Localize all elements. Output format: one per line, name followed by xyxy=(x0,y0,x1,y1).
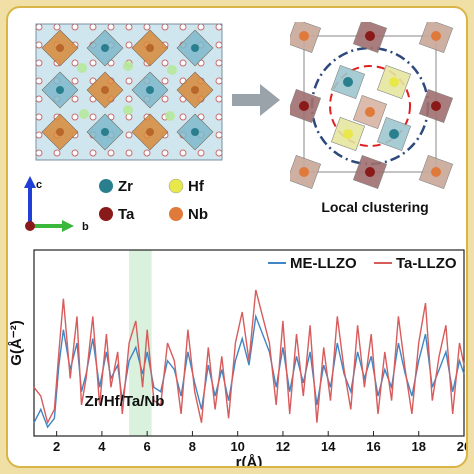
b-axis-arrowhead xyxy=(62,220,74,232)
cluster-atom xyxy=(365,107,375,117)
cluster-atom xyxy=(365,167,375,177)
metal-atom xyxy=(101,128,109,136)
c-axis-label: c xyxy=(36,179,42,191)
octahedra-group xyxy=(41,29,214,151)
y-axis-label: G(Å⁻²) xyxy=(8,320,25,365)
cluster-atom xyxy=(299,167,309,177)
b-axis-label: b xyxy=(82,221,89,233)
element-legend: Zr Hf Ta Nb xyxy=(99,178,208,223)
cluster-atom xyxy=(389,77,399,87)
x-tick-label: 14 xyxy=(321,439,336,454)
metal-atom xyxy=(191,44,199,52)
axis-origin xyxy=(25,221,35,231)
x-tick-label: 2 xyxy=(53,439,60,454)
cluster-atoms-group xyxy=(290,22,454,190)
lithium-site xyxy=(77,63,87,73)
cluster-atom xyxy=(343,77,353,87)
local-clustering-panel xyxy=(290,22,454,190)
x-tick-label: 16 xyxy=(366,439,380,454)
cluster-caption: Local clustering xyxy=(321,199,428,215)
metal-atom xyxy=(56,86,64,94)
cluster-atom xyxy=(431,167,441,177)
cluster-atom xyxy=(299,101,309,111)
lithium-site xyxy=(79,109,89,119)
metal-atom xyxy=(191,86,199,94)
legend-swatch-hf xyxy=(168,178,184,194)
legend-label-zr: Zr xyxy=(118,178,133,195)
legend-label-ta: Ta xyxy=(118,206,135,223)
legend-label-ta-llzo: Ta-LLZO xyxy=(396,255,457,272)
cluster-atom xyxy=(343,129,353,139)
cluster-atom xyxy=(365,31,375,41)
plot-frame xyxy=(33,249,465,437)
crystal-axes: c b xyxy=(24,176,89,233)
lithium-site xyxy=(165,111,175,121)
cluster-atom xyxy=(299,31,309,41)
metal-atom xyxy=(191,128,199,136)
metal-atom xyxy=(146,128,154,136)
x-tick-label: 8 xyxy=(189,439,196,454)
inner-cluster-ring xyxy=(329,65,411,147)
c-axis-arrowhead xyxy=(24,176,36,188)
legend-label-me-llzo: ME-LLZO xyxy=(290,255,357,272)
x-tick-label: 18 xyxy=(412,439,426,454)
metal-atom xyxy=(101,86,109,94)
pdf-chart: 2 4 6 8 10 12 14 16 18 20 G(Å⁻²) r(Å) Zr/Hf/Ta/Nb… xyxy=(8,249,466,468)
cluster-atom xyxy=(389,129,399,139)
x-tick-label: 20 xyxy=(457,439,466,454)
x-axis-label: r(Å) xyxy=(236,454,263,468)
x-tick-label: 12 xyxy=(276,439,290,454)
legend-label-nb: Nb xyxy=(188,206,208,223)
x-tick-label: 10 xyxy=(230,439,244,454)
metal-atom xyxy=(101,44,109,52)
x-tick-label: 4 xyxy=(98,439,106,454)
transition-arrow xyxy=(232,84,280,116)
lithium-site xyxy=(167,65,177,75)
cluster-caption-wrap: Local clustering xyxy=(321,199,428,215)
legend-swatch-nb xyxy=(169,207,183,221)
legend-swatch-zr xyxy=(99,179,113,193)
highlight-band xyxy=(129,250,152,436)
x-tick-label: 6 xyxy=(144,439,151,454)
lithium-site xyxy=(123,61,133,71)
x-ticks-group: 2 4 6 8 10 12 14 16 18 20 xyxy=(53,431,466,454)
band-annotation: Zr/Hf/Ta/Nb xyxy=(85,393,165,410)
metal-atom xyxy=(146,44,154,52)
crystal-structure-panel xyxy=(35,23,223,161)
right-arrow-icon xyxy=(232,84,280,116)
metal-atom xyxy=(146,86,154,94)
legend-swatch-ta xyxy=(99,207,113,221)
cluster-atom xyxy=(431,101,441,111)
series-line-ta-llzo xyxy=(33,289,465,425)
metal-atom xyxy=(56,44,64,52)
legend-label-hf: Hf xyxy=(188,178,205,195)
lithium-site xyxy=(123,105,133,115)
series-line-me-llzo xyxy=(33,313,465,429)
cluster-atom xyxy=(431,31,441,41)
metal-atom xyxy=(56,128,64,136)
figure-frame: c b Zr Hf Ta Nb Local clustering 2 4 6 8 10 1… xyxy=(6,6,468,468)
